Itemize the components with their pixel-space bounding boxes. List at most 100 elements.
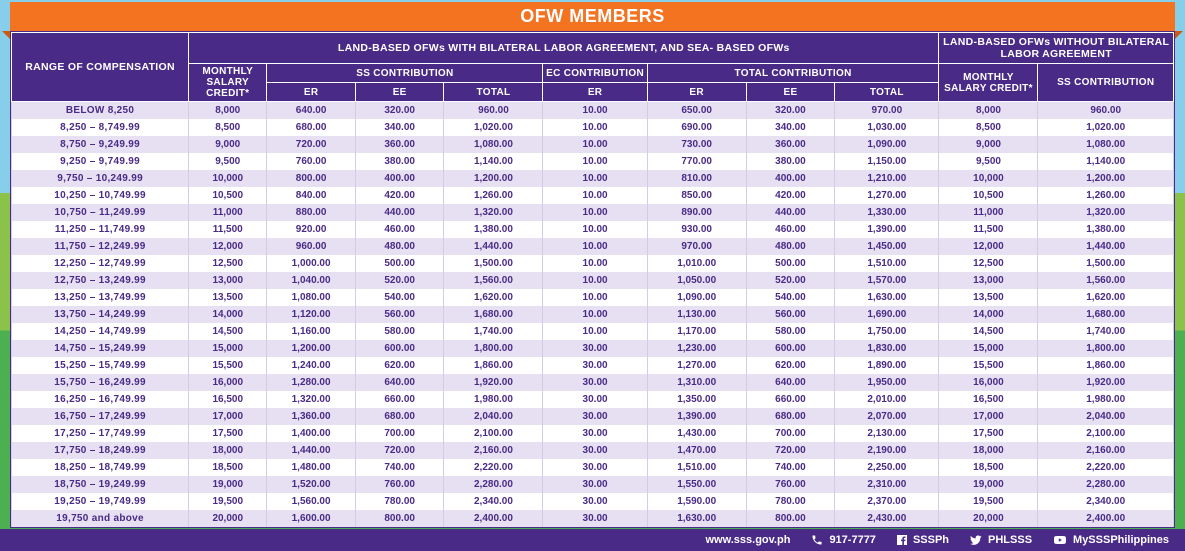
cell-ss_er: 1,560.00	[267, 493, 356, 510]
cell-ss_ee: 640.00	[355, 374, 444, 391]
cell-t_er: 1,430.00	[647, 425, 746, 442]
cell-t_ee: 800.00	[746, 510, 835, 527]
twitter-icon	[969, 534, 983, 546]
cell-msc: 12,000	[189, 238, 267, 255]
cell-range: 14,250 – 14,749.99	[12, 323, 189, 340]
cell-msc: 14,000	[189, 306, 267, 323]
cell-t_tot: 2,070.00	[835, 408, 939, 425]
cell-ss_er: 1,200.00	[267, 340, 356, 357]
cell-b_ss: 2,280.00	[1038, 476, 1174, 493]
cell-b_msc: 8,500	[939, 119, 1038, 136]
cell-b_msc: 18,000	[939, 442, 1038, 459]
cell-b_msc: 20,000	[939, 510, 1038, 527]
cell-b_ss: 1,740.00	[1038, 323, 1174, 340]
cell-ss_er: 1,480.00	[267, 459, 356, 476]
cell-t_ee: 500.00	[746, 255, 835, 272]
table-row: 8,750 – 9,249.999,000720.00360.001,080.0…	[12, 136, 1174, 153]
cell-t_tot: 1,390.00	[835, 221, 939, 238]
cell-ss_tot: 1,380.00	[444, 221, 543, 238]
cell-range: 17,250 – 17,749.99	[12, 425, 189, 442]
title-text: OFW MEMBERS	[520, 6, 665, 26]
cell-ss_ee: 320.00	[355, 102, 444, 120]
header-group-b: LAND-BASED OFWs WITHOUT BILATERAL LABOR …	[939, 33, 1174, 64]
cell-b_ss: 1,200.00	[1038, 170, 1174, 187]
cell-ss_er: 1,600.00	[267, 510, 356, 527]
cell-ec_er: 10.00	[543, 255, 647, 272]
cell-msc: 11,000	[189, 204, 267, 221]
cell-msc: 15,000	[189, 340, 267, 357]
header-ss-ee: EE	[355, 83, 444, 102]
table-row: 9,250 – 9,749.999,500760.00380.001,140.0…	[12, 153, 1174, 170]
cell-ss_tot: 1,020.00	[444, 119, 543, 136]
cell-t_ee: 380.00	[746, 153, 835, 170]
cell-t_ee: 720.00	[746, 442, 835, 459]
cell-ss_er: 720.00	[267, 136, 356, 153]
cell-ss_er: 840.00	[267, 187, 356, 204]
cell-ss_er: 1,240.00	[267, 357, 356, 374]
footer-website: www.sss.gov.ph	[705, 534, 790, 546]
cell-b_ss: 1,920.00	[1038, 374, 1174, 391]
cell-ss_ee: 720.00	[355, 442, 444, 459]
cell-t_ee: 740.00	[746, 459, 835, 476]
cell-t_er: 1,170.00	[647, 323, 746, 340]
table-row: 17,750 – 18,249.9918,0001,440.00720.002,…	[12, 442, 1174, 459]
cell-ec_er: 30.00	[543, 476, 647, 493]
cell-range: 13,750 – 14,249.99	[12, 306, 189, 323]
cell-t_ee: 480.00	[746, 238, 835, 255]
footer-twitter: PHLSSS	[969, 534, 1032, 546]
cell-t_ee: 440.00	[746, 204, 835, 221]
facebook-text: SSSPh	[913, 534, 949, 546]
cell-msc: 18,000	[189, 442, 267, 459]
table-row: 16,750 – 17,249.9917,0001,360.00680.002,…	[12, 408, 1174, 425]
table-row: 8,250 – 8,749.998,500680.00340.001,020.0…	[12, 119, 1174, 136]
cell-t_ee: 460.00	[746, 221, 835, 238]
cell-range: 19,750 and above	[12, 510, 189, 527]
cell-t_ee: 760.00	[746, 476, 835, 493]
cell-range: 16,250 – 16,749.99	[12, 391, 189, 408]
cell-range: BELOW 8,250	[12, 102, 189, 120]
cell-ss_ee: 520.00	[355, 272, 444, 289]
cell-ss_ee: 740.00	[355, 459, 444, 476]
cell-b_ss: 1,980.00	[1038, 391, 1174, 408]
cell-msc: 9,500	[189, 153, 267, 170]
cell-t_er: 650.00	[647, 102, 746, 120]
cell-b_ss: 1,440.00	[1038, 238, 1174, 255]
table-row: 10,750 – 11,249.9911,000880.00440.001,32…	[12, 204, 1174, 221]
cell-t_er: 1,350.00	[647, 391, 746, 408]
footer-facebook: SSSPh	[896, 534, 949, 546]
cell-ss_tot: 2,400.00	[444, 510, 543, 527]
cell-ec_er: 10.00	[543, 170, 647, 187]
cell-ss_tot: 1,680.00	[444, 306, 543, 323]
cell-b_msc: 8,000	[939, 102, 1038, 120]
cell-b_msc: 15,000	[939, 340, 1038, 357]
cell-b_ss: 2,100.00	[1038, 425, 1174, 442]
cell-ss_tot: 1,440.00	[444, 238, 543, 255]
cell-range: 11,750 – 12,249.99	[12, 238, 189, 255]
header-msc-b: MONTHLY SALARY CREDIT*	[939, 64, 1038, 102]
cell-ec_er: 30.00	[543, 391, 647, 408]
cell-ec_er: 10.00	[543, 306, 647, 323]
cell-msc: 16,000	[189, 374, 267, 391]
cell-b_ss: 960.00	[1038, 102, 1174, 120]
cell-t_tot: 1,150.00	[835, 153, 939, 170]
header-ss: SS CONTRIBUTION	[267, 64, 543, 83]
cell-ec_er: 30.00	[543, 357, 647, 374]
cell-ss_ee: 600.00	[355, 340, 444, 357]
cell-b_msc: 13,000	[939, 272, 1038, 289]
cell-b_msc: 16,500	[939, 391, 1038, 408]
cell-ss_tot: 960.00	[444, 102, 543, 120]
cell-ss_tot: 1,740.00	[444, 323, 543, 340]
youtube-icon	[1052, 534, 1068, 546]
cell-t_ee: 640.00	[746, 374, 835, 391]
cell-t_tot: 1,570.00	[835, 272, 939, 289]
cell-t_tot: 2,190.00	[835, 442, 939, 459]
cell-range: 12,250 – 12,749.99	[12, 255, 189, 272]
header-ec-er: ER	[543, 83, 647, 102]
cell-b_ss: 1,860.00	[1038, 357, 1174, 374]
cell-t_ee: 520.00	[746, 272, 835, 289]
table-row: 14,250 – 14,749.9914,5001,160.00580.001,…	[12, 323, 1174, 340]
cell-t_er: 770.00	[647, 153, 746, 170]
cell-ss_er: 760.00	[267, 153, 356, 170]
cell-t_er: 1,050.00	[647, 272, 746, 289]
phone-text: 917-7777	[829, 534, 876, 546]
